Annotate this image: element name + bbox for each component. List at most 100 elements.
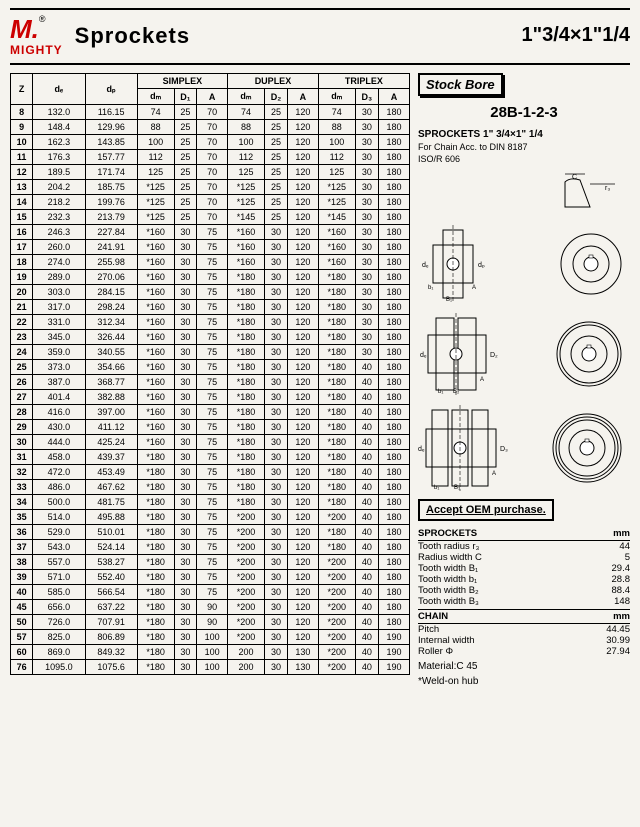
table-cell: 34	[11, 495, 33, 510]
table-cell: 16	[11, 225, 33, 240]
table-cell: *180	[137, 480, 174, 495]
table-cell: 8	[11, 105, 33, 120]
col-duplex: DUPLEX	[228, 74, 319, 89]
spec-label: Tooth width B₂	[418, 585, 479, 596]
table-cell: 129.96	[85, 120, 137, 135]
table-cell: 120	[288, 165, 319, 180]
table-cell: 120	[288, 585, 319, 600]
table-cell: 120	[288, 255, 319, 270]
table-cell: 25	[264, 120, 287, 135]
table-cell: *160	[228, 255, 265, 270]
table-cell: 571.0	[33, 570, 85, 585]
table-cell: 180	[379, 585, 410, 600]
simplex-diagram: dₑ dₚ B₁ b₁ A	[418, 225, 630, 303]
table-cell: 171.74	[85, 165, 137, 180]
table-cell: 500.0	[33, 495, 85, 510]
table-cell: 30	[264, 615, 287, 630]
table-cell: 180	[379, 390, 410, 405]
table-cell: 30	[174, 630, 197, 645]
logo-block: M.® MIGHTY Sprockets	[10, 14, 190, 57]
table-cell: 726.0	[33, 615, 85, 630]
table-cell: *180	[318, 345, 355, 360]
table-cell: *180	[228, 405, 265, 420]
table-cell: 30	[355, 240, 378, 255]
table-cell: 180	[379, 120, 410, 135]
table-row: 38557.0538.27*1803075*20030120*20040180	[11, 555, 410, 570]
table-cell: 120	[288, 285, 319, 300]
table-cell: 430.0	[33, 420, 85, 435]
table-cell: 30	[174, 405, 197, 420]
table-cell: *180	[318, 405, 355, 420]
table-cell: 100	[197, 645, 228, 660]
table-cell: *180	[137, 570, 174, 585]
table-cell: *180	[137, 450, 174, 465]
table-cell: 289.0	[33, 270, 85, 285]
table-cell: 120	[288, 570, 319, 585]
table-cell: *160	[137, 330, 174, 345]
table-cell: 180	[379, 225, 410, 240]
table-cell: 218.2	[33, 195, 85, 210]
table-cell: 75	[197, 345, 228, 360]
table-cell: 60	[11, 645, 33, 660]
table-cell: 75	[197, 420, 228, 435]
table-cell: 30	[264, 315, 287, 330]
col-d1: D₁	[174, 89, 197, 105]
table-cell: 120	[288, 315, 319, 330]
table-cell: 637.22	[85, 600, 137, 615]
table-cell: 28	[11, 405, 33, 420]
table-cell: 213.79	[85, 210, 137, 225]
table-cell: 88	[137, 120, 174, 135]
table-cell: 50	[11, 615, 33, 630]
table-cell: 180	[379, 600, 410, 615]
table-cell: 17	[11, 240, 33, 255]
table-cell: 25	[264, 210, 287, 225]
table-cell: 90	[197, 600, 228, 615]
table-cell: 25	[264, 135, 287, 150]
table-cell: *160	[137, 360, 174, 375]
table-cell: 30	[355, 345, 378, 360]
table-cell: 312.34	[85, 315, 137, 330]
table-cell: 30	[355, 225, 378, 240]
table-cell: 116.15	[85, 105, 137, 120]
table-cell: 284.15	[85, 285, 137, 300]
table-cell: 180	[379, 615, 410, 630]
table-cell: 30	[264, 390, 287, 405]
table-cell: 30	[174, 660, 197, 675]
table-row: 13204.2185.75*1252570*12525120*12530180	[11, 180, 410, 195]
table-cell: *180	[228, 480, 265, 495]
table-cell: 120	[288, 120, 319, 135]
table-row: 12189.5171.7412525701252512012530180	[11, 165, 410, 180]
table-cell: 40	[355, 480, 378, 495]
table-cell: *200	[318, 555, 355, 570]
table-cell: 40	[355, 540, 378, 555]
spec-value: 148	[614, 596, 630, 607]
table-cell: 199.76	[85, 195, 137, 210]
table-cell: *200	[318, 660, 355, 675]
table-cell: 246.3	[33, 225, 85, 240]
svg-text:dₚ: dₚ	[478, 262, 485, 269]
table-cell: *160	[137, 315, 174, 330]
table-cell: 270.06	[85, 270, 137, 285]
table-cell: *180	[318, 330, 355, 345]
table-cell: 30	[355, 330, 378, 345]
table-cell: 340.55	[85, 345, 137, 360]
table-cell: 30	[174, 600, 197, 615]
table-row: 39571.0552.40*1803075*20030120*20040180	[11, 570, 410, 585]
table-cell: *180	[228, 345, 265, 360]
spec-summary: SPROCKETS mm Tooth radius r₃44Radius wid…	[418, 527, 630, 687]
table-cell: 30	[174, 480, 197, 495]
table-cell: 180	[379, 285, 410, 300]
table-cell: 75	[197, 390, 228, 405]
table-cell: 75	[197, 435, 228, 450]
col-a1: A	[197, 89, 228, 105]
spec-value: 30.99	[606, 635, 630, 646]
table-cell: 180	[379, 450, 410, 465]
table-cell: 30	[264, 555, 287, 570]
table-cell: 25	[264, 165, 287, 180]
table-cell: 75	[197, 570, 228, 585]
table-cell: 30	[174, 510, 197, 525]
col-simplex: SIMPLEX	[137, 74, 227, 89]
table-cell: 30	[174, 390, 197, 405]
table-row: 36529.0510.01*1803075*20030120*18040180	[11, 525, 410, 540]
table-cell: 40	[355, 360, 378, 375]
